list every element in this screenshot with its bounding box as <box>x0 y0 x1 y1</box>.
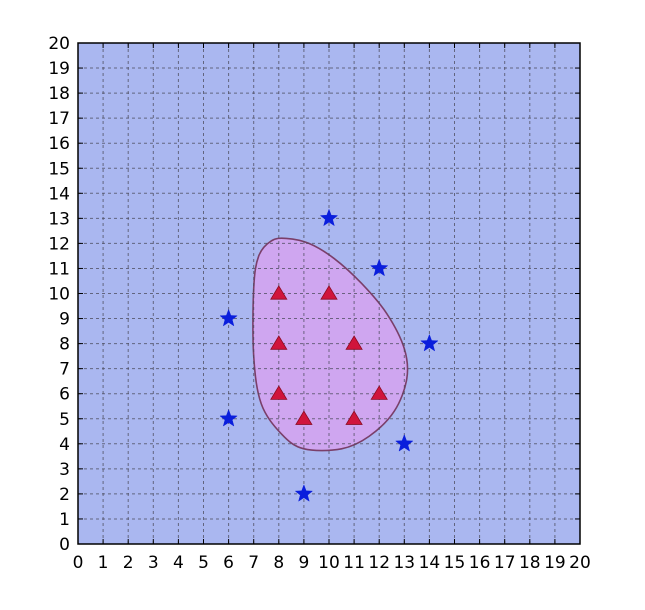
y-tick-label: 3 <box>59 460 70 480</box>
x-tick-label: 18 <box>519 553 541 573</box>
star-marker <box>294 484 314 502</box>
star-marker <box>219 308 238 327</box>
y-tick-label: 2 <box>59 485 70 505</box>
x-tick-label: 14 <box>419 553 441 573</box>
x-tick-label: 8 <box>273 553 284 573</box>
x-tick-label: 13 <box>393 553 415 573</box>
x-tick-label: 12 <box>368 553 390 573</box>
x-tick-label: 11 <box>343 553 365 573</box>
triangle-marker <box>320 285 338 300</box>
triangle-marker <box>295 410 313 425</box>
y-tick-label: 10 <box>48 285 70 305</box>
y-tick-label: 5 <box>59 410 70 430</box>
y-tick-label: 0 <box>59 535 70 555</box>
x-tick-label: 0 <box>73 553 84 573</box>
triangle-marker <box>270 335 288 350</box>
star-marker <box>420 333 439 352</box>
y-tick-label: 11 <box>48 259 70 279</box>
x-tick-label: 19 <box>544 553 566 573</box>
y-tick-label: 19 <box>48 59 70 79</box>
y-tick-label: 6 <box>59 385 70 405</box>
star-marker <box>369 258 389 277</box>
y-tick-label: 16 <box>48 134 70 154</box>
star-marker <box>219 409 238 427</box>
triangle-marker <box>345 410 363 425</box>
x-tick-label: 3 <box>148 553 159 573</box>
star-marker <box>319 208 339 227</box>
y-tick-label: 15 <box>48 159 70 179</box>
triangle-marker <box>270 285 288 300</box>
y-tick-label: 9 <box>59 310 70 330</box>
x-tick-label: 17 <box>494 553 516 573</box>
x-tick-label: 7 <box>248 553 259 573</box>
y-tick-label: 1 <box>59 510 70 530</box>
y-tick-label: 13 <box>48 209 70 229</box>
y-tick-label: 7 <box>59 360 70 380</box>
y-tick-label: 20 <box>48 34 70 54</box>
x-tick-label: 2 <box>123 553 134 573</box>
x-tick-label: 9 <box>298 553 309 573</box>
y-tick-label: 12 <box>48 234 70 254</box>
y-tick-label: 8 <box>59 335 70 355</box>
x-tick-label: 20 <box>569 553 591 573</box>
y-tick-label: 18 <box>48 84 70 104</box>
triangle-marker <box>270 385 288 400</box>
triangle-marker <box>345 335 363 350</box>
x-tick-label: 1 <box>98 553 109 573</box>
y-tick-label: 17 <box>48 109 70 129</box>
y-tick-label: 14 <box>48 184 70 204</box>
y-tick-label: 4 <box>59 435 70 455</box>
x-tick-label: 6 <box>223 553 234 573</box>
x-tick-label: 15 <box>444 553 466 573</box>
x-tick-label: 5 <box>198 553 209 573</box>
x-tick-label: 16 <box>469 553 491 573</box>
x-tick-label: 4 <box>173 553 184 573</box>
x-tick-label: 10 <box>318 553 340 573</box>
star-marker <box>395 434 414 452</box>
triangle-marker <box>370 385 388 400</box>
